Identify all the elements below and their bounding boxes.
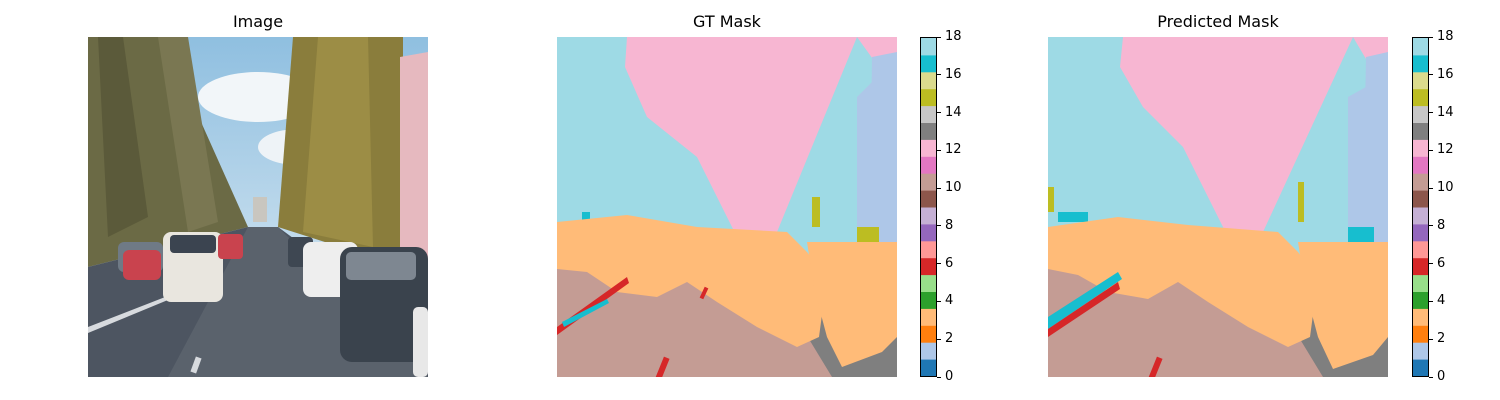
colorbar-swatch bbox=[1413, 156, 1428, 174]
gt-colorbar bbox=[920, 37, 937, 377]
colorbar-swatch bbox=[1413, 342, 1428, 360]
colorbar-swatch bbox=[1413, 325, 1428, 343]
colorbar-swatch bbox=[921, 223, 936, 242]
colorbar-tick-mark bbox=[937, 225, 941, 227]
colorbar-tick-label: 18 bbox=[1437, 29, 1454, 44]
colorbar-swatch bbox=[921, 173, 936, 191]
colorbar-swatch bbox=[921, 54, 936, 73]
image-panel-title: Image bbox=[232, 12, 284, 31]
colorbar-tick-label: 6 bbox=[945, 255, 954, 271]
street-image bbox=[88, 37, 428, 377]
colorbar-tick-mark bbox=[937, 376, 941, 378]
colorbar-swatch bbox=[1413, 38, 1428, 56]
colorbar-swatch bbox=[921, 291, 936, 309]
colorbar-tick-mark bbox=[1429, 112, 1433, 114]
colorbar-tick-mark bbox=[937, 338, 941, 340]
colorbar-tick-mark bbox=[1429, 338, 1433, 340]
colorbar-tick-label: 10 bbox=[1437, 180, 1454, 196]
colorbar-swatch bbox=[921, 308, 936, 326]
colorbar-tick-label: 4 bbox=[945, 293, 954, 309]
colorbar-tick-label: 4 bbox=[1437, 293, 1446, 309]
colorbar-swatch bbox=[1413, 54, 1428, 73]
colorbar-swatch bbox=[921, 38, 936, 56]
colorbar-swatch bbox=[921, 139, 936, 157]
colorbar-swatch bbox=[1413, 308, 1428, 326]
colorbar-swatch bbox=[1413, 122, 1428, 140]
colorbar-tick-label: 18 bbox=[945, 29, 962, 44]
colorbar-swatch bbox=[921, 190, 936, 208]
colorbar-tick-mark bbox=[937, 300, 941, 302]
colorbar-tick-mark bbox=[937, 187, 941, 189]
colorbar-tick-label: 6 bbox=[1437, 255, 1446, 271]
colorbar-tick-label: 0 bbox=[945, 369, 954, 384]
colorbar-tick-mark bbox=[1429, 263, 1433, 265]
colorbar-swatch bbox=[921, 257, 936, 276]
pred-colorbar bbox=[1412, 37, 1429, 377]
colorbar-tick-mark bbox=[1429, 300, 1433, 302]
colorbar-swatch bbox=[1413, 105, 1428, 123]
colorbar-swatch bbox=[921, 325, 936, 343]
colorbar-tick-mark bbox=[1429, 36, 1433, 38]
colorbar-tick-label: 8 bbox=[945, 217, 954, 233]
colorbar-tick-mark bbox=[1429, 376, 1433, 378]
colorbar-swatch bbox=[1413, 359, 1428, 376]
colorbar-tick-mark bbox=[937, 112, 941, 114]
colorbar-tick-mark bbox=[937, 36, 941, 38]
colorbar-tick-mark bbox=[937, 149, 941, 151]
colorbar-tick-mark bbox=[937, 74, 941, 76]
colorbar-tick-mark bbox=[1429, 149, 1433, 151]
colorbar-swatch bbox=[1413, 71, 1428, 90]
colorbar-tick-mark bbox=[1429, 225, 1433, 227]
colorbar-swatch bbox=[1413, 139, 1428, 157]
colorbar-swatch bbox=[921, 105, 936, 123]
colorbar-swatch bbox=[1413, 88, 1428, 107]
colorbar-swatch bbox=[1413, 274, 1428, 292]
colorbar-tick-label: 8 bbox=[1437, 217, 1446, 233]
gt-mask bbox=[557, 37, 897, 377]
colorbar-swatch bbox=[921, 156, 936, 174]
colorbar-swatch bbox=[921, 240, 936, 259]
colorbar-tick-mark bbox=[1429, 74, 1433, 76]
colorbar-swatch bbox=[1413, 207, 1428, 225]
colorbar-swatch bbox=[921, 71, 936, 90]
colorbar-tick-label: 12 bbox=[1437, 142, 1454, 158]
predicted-mask bbox=[1048, 37, 1388, 377]
colorbar-tick-mark bbox=[1429, 187, 1433, 189]
colorbar-tick-label: 14 bbox=[945, 104, 962, 120]
colorbar-tick-label: 16 bbox=[945, 66, 962, 82]
colorbar-tick-mark bbox=[937, 263, 941, 265]
colorbar-swatch bbox=[1413, 291, 1428, 309]
colorbar-swatch bbox=[921, 88, 936, 107]
colorbar-tick-label: 14 bbox=[1437, 104, 1454, 120]
predicted-mask-title: Predicted Mask bbox=[1157, 12, 1279, 31]
colorbar-swatch bbox=[1413, 240, 1428, 259]
colorbar-tick-label: 16 bbox=[1437, 66, 1454, 82]
colorbar-swatch bbox=[1413, 257, 1428, 276]
colorbar-tick-label: 0 bbox=[1437, 369, 1446, 384]
colorbar-tick-label: 12 bbox=[945, 142, 962, 158]
gt-mask-title: GT Mask bbox=[693, 12, 761, 31]
colorbar-swatch bbox=[921, 207, 936, 225]
colorbar-swatch bbox=[921, 274, 936, 292]
colorbar-swatch bbox=[1413, 173, 1428, 191]
colorbar-tick-label: 2 bbox=[945, 331, 954, 347]
colorbar-swatch bbox=[921, 122, 936, 140]
colorbar-swatch bbox=[921, 359, 936, 376]
colorbar-swatch bbox=[1413, 190, 1428, 208]
colorbar-tick-label: 2 bbox=[1437, 331, 1446, 347]
colorbar-swatch bbox=[921, 342, 936, 360]
colorbar-swatch bbox=[1413, 223, 1428, 242]
colorbar-tick-label: 10 bbox=[945, 180, 962, 196]
